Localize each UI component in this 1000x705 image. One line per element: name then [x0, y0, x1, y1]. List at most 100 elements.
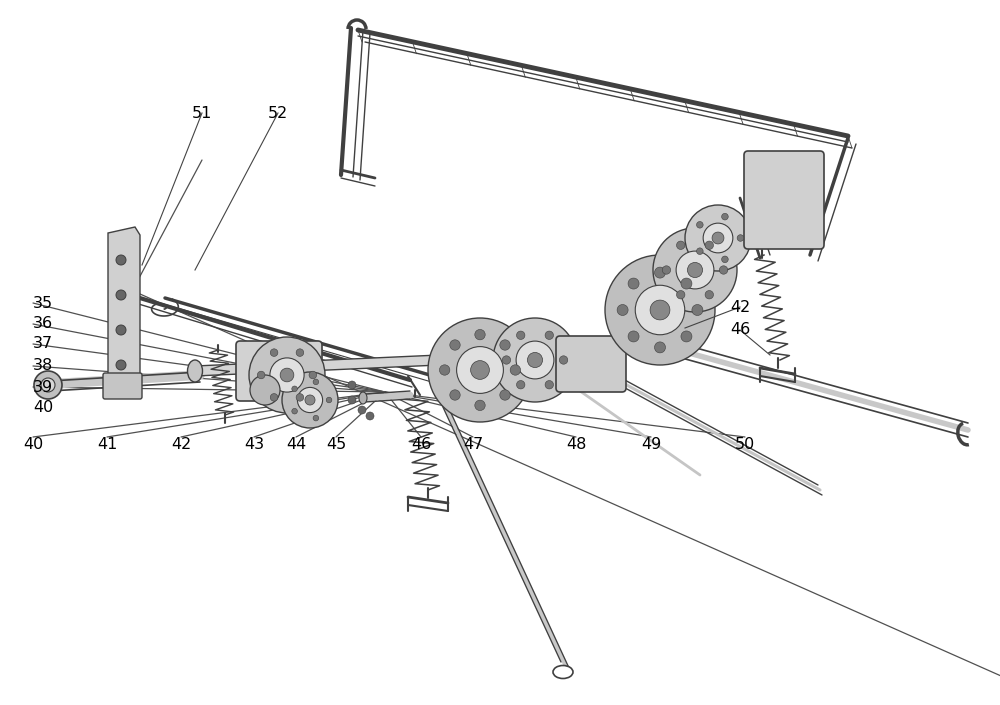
Circle shape — [280, 368, 294, 382]
Text: 50: 50 — [735, 437, 755, 452]
Circle shape — [705, 290, 713, 299]
Text: 35: 35 — [33, 295, 53, 310]
Text: 40: 40 — [23, 437, 43, 452]
Circle shape — [559, 356, 568, 364]
FancyBboxPatch shape — [556, 336, 626, 392]
Circle shape — [517, 381, 525, 389]
Text: 42: 42 — [171, 437, 191, 452]
Circle shape — [475, 329, 485, 340]
Circle shape — [34, 371, 62, 399]
Circle shape — [681, 331, 692, 342]
Circle shape — [257, 372, 265, 379]
Circle shape — [313, 379, 319, 385]
Text: 45: 45 — [326, 437, 346, 452]
Circle shape — [309, 372, 317, 379]
Circle shape — [270, 393, 278, 401]
Circle shape — [250, 375, 280, 405]
Circle shape — [297, 388, 323, 412]
Circle shape — [249, 337, 325, 413]
Circle shape — [282, 372, 338, 428]
Circle shape — [270, 349, 278, 357]
Circle shape — [475, 400, 485, 410]
Circle shape — [681, 278, 692, 289]
Circle shape — [677, 290, 685, 299]
Circle shape — [703, 223, 733, 253]
Circle shape — [687, 262, 703, 278]
Polygon shape — [195, 348, 595, 376]
Circle shape — [692, 305, 703, 316]
Circle shape — [348, 381, 356, 389]
Circle shape — [654, 342, 666, 353]
Circle shape — [313, 415, 319, 421]
Circle shape — [676, 251, 714, 289]
Circle shape — [41, 378, 55, 392]
Circle shape — [305, 395, 315, 405]
Circle shape — [617, 305, 628, 316]
Polygon shape — [108, 227, 140, 392]
Circle shape — [697, 221, 703, 228]
Circle shape — [471, 361, 489, 379]
Circle shape — [719, 266, 728, 274]
Text: 42: 42 — [730, 300, 750, 314]
Circle shape — [292, 408, 297, 414]
Circle shape — [116, 255, 126, 265]
Circle shape — [654, 267, 666, 278]
Circle shape — [326, 397, 332, 403]
Ellipse shape — [359, 392, 367, 404]
Ellipse shape — [588, 343, 602, 363]
Text: 52: 52 — [268, 106, 288, 121]
Text: 46: 46 — [411, 437, 431, 452]
Circle shape — [366, 412, 374, 420]
Circle shape — [116, 290, 126, 300]
Circle shape — [502, 356, 511, 364]
Text: 48: 48 — [566, 437, 586, 452]
Text: 43: 43 — [244, 437, 264, 452]
Circle shape — [545, 331, 553, 340]
Circle shape — [697, 248, 703, 255]
Text: 40: 40 — [33, 400, 53, 415]
Circle shape — [296, 393, 304, 401]
Circle shape — [358, 406, 366, 414]
FancyBboxPatch shape — [103, 373, 142, 399]
Circle shape — [457, 347, 503, 393]
Circle shape — [450, 340, 460, 350]
Circle shape — [650, 300, 670, 320]
Circle shape — [662, 266, 671, 274]
Text: 37: 37 — [33, 336, 53, 352]
FancyBboxPatch shape — [744, 151, 824, 249]
Text: 51: 51 — [192, 106, 212, 121]
Circle shape — [428, 318, 532, 422]
Circle shape — [677, 241, 685, 250]
Circle shape — [510, 364, 521, 375]
Circle shape — [116, 325, 126, 335]
Circle shape — [450, 390, 460, 400]
Text: 41: 41 — [97, 437, 117, 452]
Circle shape — [635, 286, 685, 335]
Circle shape — [493, 318, 577, 402]
Text: 36: 36 — [33, 317, 53, 331]
Circle shape — [605, 255, 715, 365]
Circle shape — [516, 341, 554, 379]
Text: 39: 39 — [33, 379, 53, 395]
Circle shape — [296, 349, 304, 357]
Circle shape — [545, 381, 553, 389]
Text: 49: 49 — [641, 437, 661, 452]
Circle shape — [527, 352, 543, 367]
Text: 38: 38 — [33, 359, 53, 374]
Circle shape — [628, 278, 639, 289]
Circle shape — [737, 235, 744, 241]
Circle shape — [722, 256, 728, 263]
Circle shape — [722, 214, 728, 220]
Circle shape — [439, 364, 450, 375]
Ellipse shape — [188, 360, 202, 382]
Text: 47: 47 — [463, 437, 483, 452]
Ellipse shape — [553, 666, 573, 678]
FancyBboxPatch shape — [236, 341, 322, 401]
Circle shape — [628, 331, 639, 342]
Circle shape — [712, 232, 724, 244]
Circle shape — [705, 241, 713, 250]
Text: 44: 44 — [286, 437, 306, 452]
Circle shape — [500, 390, 510, 400]
Text: 46: 46 — [730, 322, 750, 338]
Circle shape — [292, 386, 297, 391]
